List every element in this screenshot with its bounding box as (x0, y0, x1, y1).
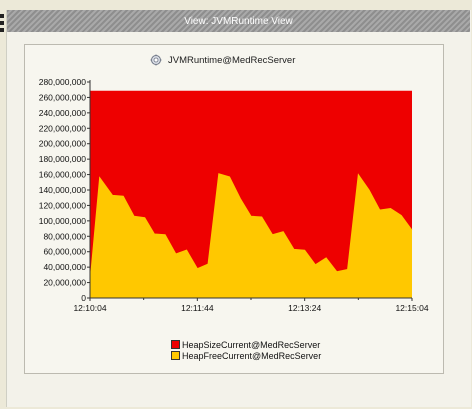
y-tick-label-7: 140,000,000 (39, 185, 87, 195)
view-title-bar: View: JVMRuntime View (7, 10, 470, 32)
y-tick-label-3: 60,000,000 (43, 247, 86, 257)
legend-swatch-heap-size (171, 340, 180, 349)
y-tick-label-0: 0 (81, 293, 86, 303)
x-tick-label-1: 12:11:44 (181, 303, 214, 313)
y-tick-label-2: 40,000,000 (43, 262, 86, 272)
y-tick-label-9: 180,000,000 (39, 154, 87, 164)
y-tick-label-5: 100,000,000 (39, 216, 87, 226)
series-line-1 (89, 173, 413, 283)
legend-label-heap-size: HeapSizeCurrent@MedRecServer (182, 339, 321, 350)
y-tick-label-11: 220,000,000 (39, 123, 87, 133)
jvm-runtime-area-chart: 0 20,000,000 40,000,000 60,000,000 80,000,00… (39, 77, 429, 313)
chart-legend: HeapSizeCurrent@MedRecServer HeapFreeCur… (171, 339, 351, 361)
chart-title-text: JVMRuntime@MedRecServer (168, 54, 296, 66)
series-area-1 (90, 173, 412, 298)
top-strip (0, 0, 472, 8)
y-tick-label-10: 200,000,000 (39, 139, 87, 149)
chart-title: JVMRuntime@MedRecServer (150, 52, 370, 68)
x-tick-label-3: 12:15:04 (395, 303, 428, 313)
jvm-runtime-gear-icon (150, 54, 162, 66)
y-tick-label-12: 240,000,000 (39, 108, 87, 118)
window-right-edge (466, 32, 470, 407)
y-tick-label-13: 260,000,000 (39, 92, 87, 102)
y-tick-label-8: 160,000,000 (39, 170, 87, 180)
legend-item-heap-size: HeapSizeCurrent@MedRecServer (171, 339, 351, 350)
y-tick-label-6: 120,000,000 (39, 200, 87, 210)
x-tick-label-0: 12:10:04 (73, 303, 106, 313)
view-title: View: JVMRuntime View (184, 15, 293, 27)
legend-label-heap-free: HeapFreeCurrent@MedRecServer (182, 350, 322, 361)
y-tick-label-4: 80,000,000 (43, 231, 86, 241)
legend-swatch-heap-free (171, 351, 180, 360)
y-tick-label-1: 20,000,000 (43, 278, 86, 288)
y-tick-label-14: 280,000,000 (39, 77, 87, 87)
resize-grip-icon[interactable] (0, 12, 6, 36)
x-tick-label-2: 12:13:24 (288, 303, 321, 313)
legend-item-heap-free: HeapFreeCurrent@MedRecServer (171, 350, 351, 361)
